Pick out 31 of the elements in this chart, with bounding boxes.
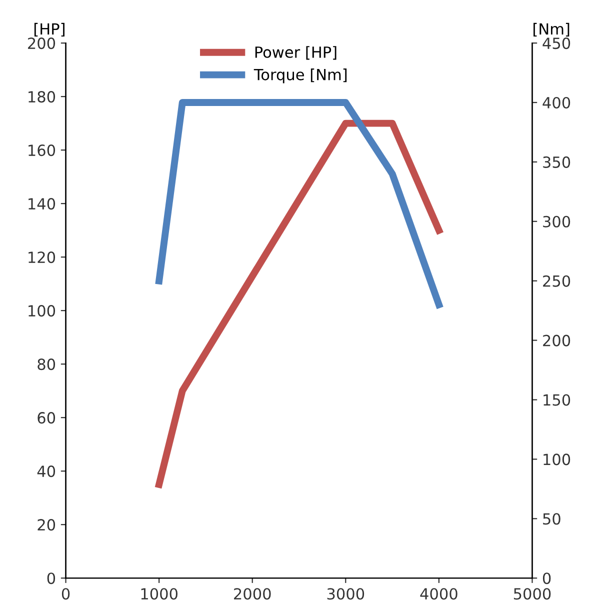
x-tick-label: 0	[62, 588, 70, 600]
y-tick-label: 40	[37, 466, 56, 478]
y-tick-label: 60	[38, 412, 56, 424]
y-tick-label: 80	[38, 358, 56, 370]
y-tick-label: 200	[28, 38, 56, 50]
y2-axis-title: [Nm]	[534, 22, 570, 37]
y2-tick-label: 0	[542, 572, 551, 584]
y2-tick-label: 50	[543, 513, 560, 525]
x-tick-label: 1000	[141, 588, 178, 600]
y-tick-label: 120	[28, 252, 56, 264]
y-tick-label: 160	[28, 144, 56, 156]
y2-tick-label: 450	[542, 38, 570, 50]
x-tick-label: 4000	[420, 588, 458, 600]
x-tick-label: 5000	[514, 588, 551, 600]
y2-tick-label: 300	[543, 216, 570, 228]
y2-tick-label: 400	[542, 96, 570, 109]
y-tick-label: 140	[28, 198, 56, 210]
y-tick-label: 180	[28, 91, 56, 103]
y2-tick-label: 350	[543, 156, 570, 168]
y2-tick-label: 250	[543, 275, 570, 287]
legend-label: Power [HP]	[255, 46, 336, 60]
x-tick-label: 2000	[234, 588, 271, 600]
y2-tick-label: 150	[544, 394, 570, 406]
legend-label: Torque [Nm]	[254, 68, 347, 84]
y-axis-title: [HP]	[34, 22, 64, 37]
y2-tick-label: 100	[544, 454, 570, 466]
y-tick-label: 0	[47, 572, 56, 584]
x-tick-label: 3000	[327, 588, 364, 600]
y2-tick-label: 200	[543, 334, 570, 346]
y-tick-label: 20	[38, 519, 56, 531]
y-tick-label: 100	[28, 305, 56, 317]
